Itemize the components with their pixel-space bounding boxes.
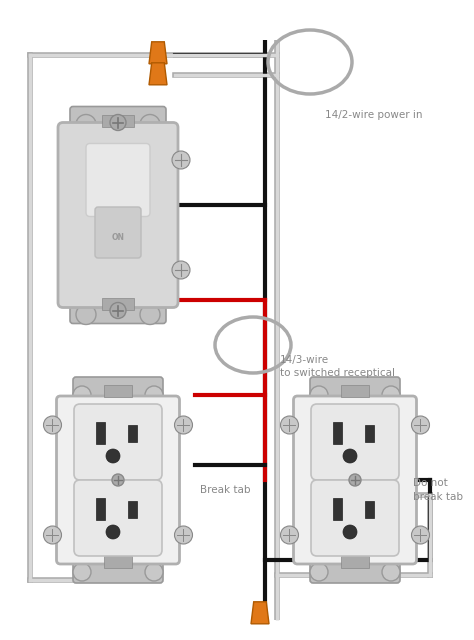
Circle shape	[343, 525, 357, 539]
Text: ON: ON	[111, 232, 125, 241]
Bar	[128, 501, 137, 518]
Bar	[96, 422, 105, 444]
Circle shape	[106, 449, 120, 463]
Circle shape	[172, 261, 190, 279]
Circle shape	[310, 386, 328, 404]
FancyBboxPatch shape	[58, 122, 178, 307]
Circle shape	[73, 386, 91, 404]
FancyBboxPatch shape	[95, 207, 141, 258]
Text: Do not
break tab: Do not break tab	[413, 479, 463, 502]
Polygon shape	[251, 602, 269, 624]
FancyBboxPatch shape	[74, 404, 162, 480]
Circle shape	[349, 474, 361, 486]
Bar	[333, 422, 342, 444]
Bar	[365, 501, 374, 518]
Circle shape	[44, 526, 62, 544]
FancyBboxPatch shape	[74, 480, 162, 556]
Bar	[104, 556, 132, 568]
FancyBboxPatch shape	[310, 377, 400, 413]
FancyBboxPatch shape	[73, 377, 163, 413]
Circle shape	[73, 563, 91, 581]
FancyBboxPatch shape	[293, 396, 417, 564]
Text: Break tab: Break tab	[200, 485, 250, 495]
Circle shape	[382, 386, 400, 404]
Polygon shape	[149, 42, 167, 64]
Text: 14/3-wire
to switched receptical: 14/3-wire to switched receptical	[280, 355, 395, 378]
Circle shape	[76, 115, 96, 134]
Circle shape	[145, 563, 163, 581]
Circle shape	[140, 115, 160, 134]
Circle shape	[140, 305, 160, 324]
Circle shape	[343, 449, 357, 463]
FancyBboxPatch shape	[311, 404, 399, 480]
Circle shape	[174, 526, 192, 544]
Polygon shape	[149, 63, 167, 84]
FancyBboxPatch shape	[86, 143, 150, 216]
Circle shape	[44, 416, 62, 434]
Circle shape	[281, 416, 299, 434]
Circle shape	[76, 305, 96, 324]
Circle shape	[382, 563, 400, 581]
Circle shape	[411, 416, 429, 434]
Bar	[333, 498, 342, 520]
FancyBboxPatch shape	[56, 396, 180, 564]
Circle shape	[110, 115, 126, 131]
Bar	[128, 425, 137, 442]
FancyBboxPatch shape	[310, 547, 400, 583]
FancyBboxPatch shape	[70, 106, 166, 143]
Bar	[365, 425, 374, 442]
Circle shape	[112, 474, 124, 486]
Bar	[341, 556, 369, 568]
Bar	[96, 498, 105, 520]
Circle shape	[411, 526, 429, 544]
Bar	[102, 115, 134, 127]
Bar	[104, 385, 132, 397]
FancyBboxPatch shape	[73, 547, 163, 583]
Circle shape	[110, 303, 126, 319]
FancyBboxPatch shape	[70, 287, 166, 323]
Circle shape	[106, 525, 120, 539]
Bar	[102, 298, 134, 310]
Text: 14/2-wire power in: 14/2-wire power in	[325, 110, 422, 120]
Bar	[341, 385, 369, 397]
FancyBboxPatch shape	[311, 480, 399, 556]
Circle shape	[281, 526, 299, 544]
Circle shape	[310, 563, 328, 581]
Circle shape	[145, 386, 163, 404]
Circle shape	[172, 151, 190, 169]
Circle shape	[174, 416, 192, 434]
